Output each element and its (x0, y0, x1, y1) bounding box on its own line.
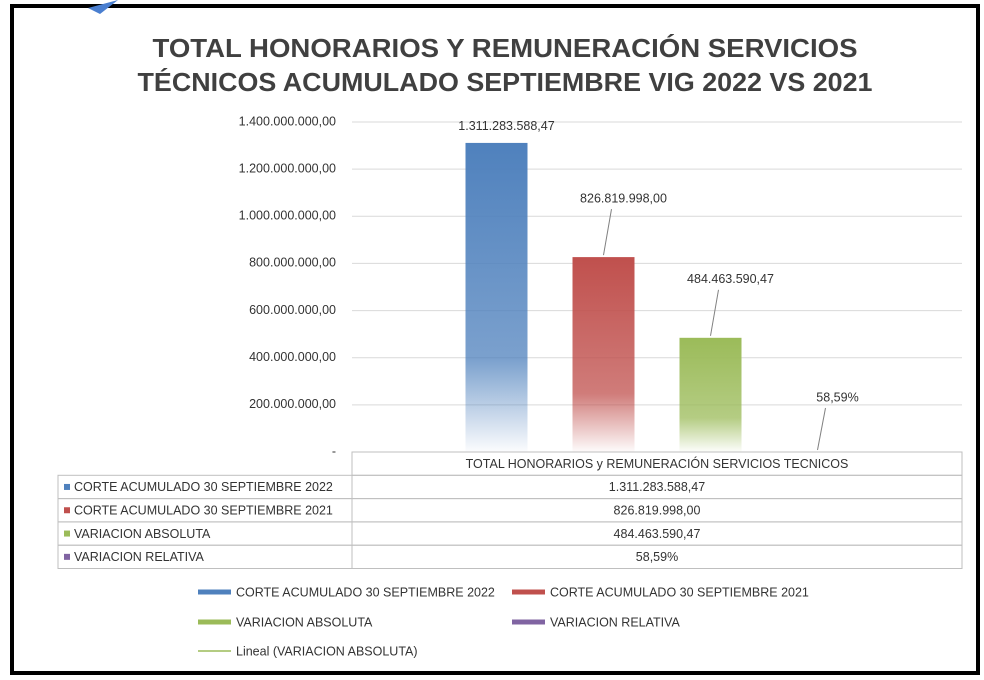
legend-label: CORTE ACUMULADO 30 SEPTIEMBRE 2021 (550, 585, 809, 599)
legend-label: CORTE ACUMULADO 30 SEPTIEMBRE 2022 (236, 585, 495, 599)
y-tick-label: 1.400.000.000,00 (239, 114, 336, 128)
data-label: 484.463.590,47 (687, 272, 774, 286)
legend-label: VARIACION ABSOLUTA (236, 615, 373, 629)
table-series-name: VARIACION RELATIVA (74, 550, 205, 564)
bar (465, 142, 528, 452)
table-legend-key (64, 507, 70, 514)
y-tick-label: 200.000.000,00 (249, 397, 336, 411)
legend-key (198, 619, 231, 625)
data-label: 1.311.283.588,47 (458, 119, 554, 133)
table-legend-key (64, 483, 70, 490)
leader-line (603, 209, 612, 256)
chart-title: TÉCNICOS ACUMULADO SEPTIEMBRE VIG 2022 V… (138, 67, 873, 97)
bar (679, 337, 742, 452)
y-tick-label: - (332, 444, 336, 458)
leader-line (817, 407, 826, 451)
table-value: 484.463.590,47 (614, 527, 701, 541)
table-value: 1.311.283.588,47 (609, 480, 705, 494)
table-category: TOTAL HONORARIOS y REMUNERACIÓN SERVICIO… (466, 456, 849, 471)
legend-label: VARIACION RELATIVA (550, 615, 681, 629)
table-series-name: VARIACION ABSOLUTA (74, 527, 211, 541)
y-tick-label: 1.200.000.000,00 (239, 161, 336, 175)
y-tick-label: 400.000.000,00 (249, 350, 336, 364)
y-tick-label: 1.000.000.000,00 (239, 209, 336, 223)
table-series-name: CORTE ACUMULADO 30 SEPTIEMBRE 2021 (74, 504, 333, 518)
table-legend-key (64, 553, 70, 560)
legend-key (512, 619, 545, 625)
table-series-name: CORTE ACUMULADO 30 SEPTIEMBRE 2022 (74, 480, 333, 494)
leader-line (710, 289, 719, 336)
table-legend-key (64, 530, 70, 537)
bar (572, 257, 635, 452)
y-tick-label: 800.000.000,00 (249, 256, 336, 270)
table-value: 58,59% (636, 550, 678, 564)
legend-key (198, 589, 231, 595)
data-label: 826.819.998,00 (580, 191, 667, 205)
legend-key (512, 589, 545, 595)
legend-label: Lineal (VARIACION ABSOLUTA) (236, 644, 418, 658)
arrow-fragment (88, 0, 118, 14)
data-label: 58,59% (816, 390, 858, 404)
chart-title: TOTAL HONORARIOS Y REMUNERACIÓN SERVICIO… (153, 33, 858, 63)
table-value: 826.819.998,00 (614, 504, 701, 518)
table-cell (351, 544, 963, 570)
y-tick-label: 600.000.000,00 (249, 303, 336, 317)
